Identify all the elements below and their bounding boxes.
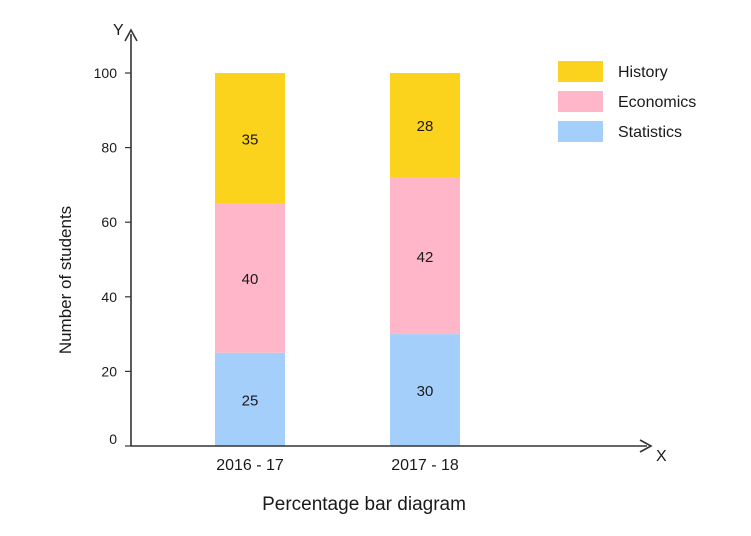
y-axis-arrow (124, 28, 138, 42)
y-tick-label: 80 (101, 140, 117, 156)
x-category-label: 2016 - 17 (216, 457, 284, 474)
y-tick-label: 60 (101, 214, 117, 230)
legend-label-economics: Economics (618, 94, 696, 111)
bar-value-label: 42 (417, 249, 434, 266)
bar-labels-group: 25 40 35 30 42 28 (242, 118, 434, 409)
x-category-label: 2017 - 18 (391, 457, 459, 474)
legend-swatch-history (558, 61, 603, 82)
y-tick-label: 20 (101, 363, 117, 379)
bar-segment-statistics (390, 334, 460, 446)
legend-label-history: History (618, 64, 668, 81)
x-axis-arrow (639, 439, 653, 453)
bar-value-label: 28 (417, 118, 434, 135)
bar-value-label: 25 (242, 392, 259, 409)
y-axis-letter: Y (113, 22, 124, 39)
legend-label-statistics: Statistics (618, 124, 682, 141)
bar-segment-history (390, 73, 460, 178)
bar-value-label: 30 (417, 383, 434, 400)
legend-swatch-economics (558, 91, 603, 112)
y-tick-label: 0 (109, 431, 117, 447)
bar-value-label: 40 (242, 271, 259, 288)
y-tick-label: 100 (94, 65, 118, 81)
bar-segment-statistics (215, 352, 285, 446)
bar-segment-economics (215, 203, 285, 353)
bars-group (215, 73, 460, 446)
legend: History Economics Statistics (558, 61, 696, 142)
bar-segment-economics (390, 177, 460, 335)
y-ticks-group: 0 20 40 60 80 100 (94, 65, 131, 447)
legend-swatch-statistics (558, 121, 603, 142)
bar-value-label: 35 (242, 131, 259, 148)
chart-title: Percentage bar diagram (262, 494, 466, 515)
y-tick-label: 40 (101, 289, 117, 305)
bar-segment-history (215, 73, 285, 204)
x-axis-letter: X (656, 448, 667, 465)
x-ticks-group: 2016 - 17 2017 - 18 (216, 457, 459, 474)
y-axis-label: Number of students (56, 206, 75, 354)
